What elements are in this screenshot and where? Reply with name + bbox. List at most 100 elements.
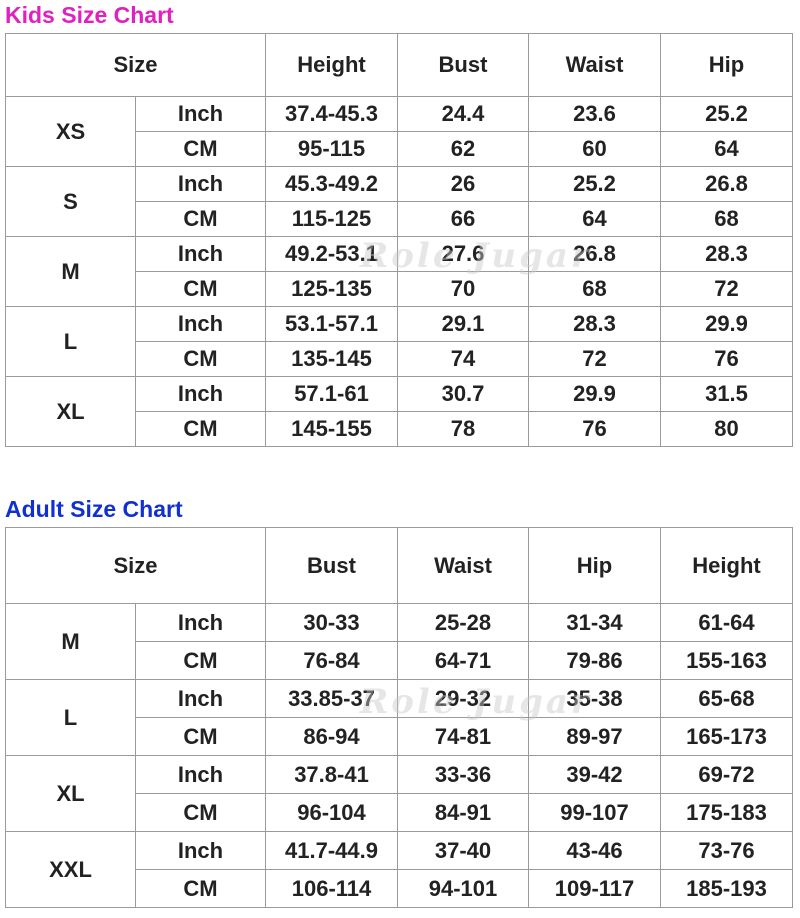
measurement-cell: 61-64 bbox=[660, 603, 793, 642]
column-header-waist: Waist bbox=[528, 33, 661, 97]
measurement-cell: 66 bbox=[397, 201, 529, 237]
measurement-cell: 25-28 bbox=[397, 603, 529, 642]
measurement-cell: 96-104 bbox=[265, 793, 398, 832]
measurement-cell: 25.2 bbox=[528, 166, 661, 202]
size-label: XL bbox=[5, 376, 136, 447]
size-label: L bbox=[5, 306, 136, 377]
measurement-cell: 29.9 bbox=[528, 376, 661, 412]
unit-label: CM bbox=[135, 271, 266, 307]
measurement-cell: 37-40 bbox=[397, 831, 529, 870]
measurement-cell: 26.8 bbox=[528, 236, 661, 272]
adult-size-chart-title: Adult Size Chart bbox=[5, 496, 183, 522]
column-header-size: Size bbox=[5, 527, 266, 604]
measurement-cell: 31.5 bbox=[660, 376, 793, 412]
header-row: Size Bust Waist Hip Height bbox=[5, 527, 793, 604]
header-row: Size Height Bust Waist Hip bbox=[5, 33, 793, 97]
unit-label: CM bbox=[135, 411, 266, 447]
measurement-cell: 28.3 bbox=[528, 306, 661, 342]
measurement-cell: 86-94 bbox=[265, 717, 398, 756]
measurement-cell: 135-145 bbox=[265, 341, 398, 377]
measurement-cell: 72 bbox=[528, 341, 661, 377]
measurement-cell: 76-84 bbox=[265, 641, 398, 680]
measurement-cell: 33-36 bbox=[397, 755, 529, 794]
measurement-cell: 74 bbox=[397, 341, 529, 377]
measurement-cell: 23.6 bbox=[528, 96, 661, 132]
size-label: XXL bbox=[5, 831, 136, 908]
measurement-cell: 62 bbox=[397, 131, 529, 167]
measurement-cell: 26.8 bbox=[660, 166, 793, 202]
measurement-cell: 29.9 bbox=[660, 306, 793, 342]
table-row: M Inch 30-33 25-28 31-34 61-64 bbox=[5, 603, 793, 680]
measurement-cell: 84-91 bbox=[397, 793, 529, 832]
column-header-waist: Waist bbox=[397, 527, 529, 604]
unit-label: Inch bbox=[135, 603, 266, 642]
measurement-cell: 72 bbox=[660, 271, 793, 307]
measurement-cell: 109-117 bbox=[528, 869, 661, 908]
unit-label: CM bbox=[135, 717, 266, 756]
column-header-bust: Bust bbox=[397, 33, 529, 97]
size-label: XS bbox=[5, 96, 136, 167]
column-header-bust: Bust bbox=[265, 527, 398, 604]
measurement-cell: 99-107 bbox=[528, 793, 661, 832]
unit-label: Inch bbox=[135, 831, 266, 870]
measurement-cell: 30.7 bbox=[397, 376, 529, 412]
measurement-cell: 80 bbox=[660, 411, 793, 447]
table-row: L Inch 33.85-37 29-32 35-38 65-68 bbox=[5, 679, 793, 756]
measurement-cell: 27.6 bbox=[397, 236, 529, 272]
measurement-cell: 125-135 bbox=[265, 271, 398, 307]
measurement-cell: 31-34 bbox=[528, 603, 661, 642]
measurement-cell: 37.4-45.3 bbox=[265, 96, 398, 132]
measurement-cell: 33.85-37 bbox=[265, 679, 398, 718]
measurement-cell: 37.8-41 bbox=[265, 755, 398, 794]
column-header-hip: Hip bbox=[528, 527, 661, 604]
unit-label: Inch bbox=[135, 236, 266, 272]
kids-size-table: Size Height Bust Waist Hip XS Inch 37.4-45.3 24.… bbox=[5, 33, 793, 447]
measurement-cell: 68 bbox=[528, 271, 661, 307]
measurement-cell: 53.1-57.1 bbox=[265, 306, 398, 342]
measurement-cell: 39-42 bbox=[528, 755, 661, 794]
measurement-cell: 24.4 bbox=[397, 96, 529, 132]
measurement-cell: 65-68 bbox=[660, 679, 793, 718]
measurement-cell: 29.1 bbox=[397, 306, 529, 342]
unit-label: CM bbox=[135, 201, 266, 237]
column-header-height: Height bbox=[265, 33, 398, 97]
measurement-cell: 30-33 bbox=[265, 603, 398, 642]
table-row: CM 106-114 94-101 109-117 185-193 bbox=[6, 869, 793, 908]
measurement-cell: 43-46 bbox=[528, 831, 661, 870]
table-row: CM 145-155 78 76 80 bbox=[6, 411, 793, 447]
size-label: S bbox=[5, 166, 136, 237]
measurement-cell: 73-76 bbox=[660, 831, 793, 870]
measurement-cell: 60 bbox=[528, 131, 661, 167]
size-label: M bbox=[5, 236, 136, 307]
unit-label: Inch bbox=[135, 755, 266, 794]
table-row: CM 96-104 84-91 99-107 175-183 bbox=[6, 793, 793, 832]
table-row: CM 135-145 74 72 76 bbox=[6, 341, 793, 377]
table-row: XL Inch 57.1-61 30.7 29.9 31.5 bbox=[5, 376, 793, 447]
table-row: CM 125-135 70 68 72 bbox=[6, 271, 793, 307]
measurement-cell: 28.3 bbox=[660, 236, 793, 272]
measurement-cell: 165-173 bbox=[660, 717, 793, 756]
unit-label: Inch bbox=[135, 96, 266, 132]
measurement-cell: 115-125 bbox=[265, 201, 398, 237]
measurement-cell: 76 bbox=[660, 341, 793, 377]
measurement-cell: 155-163 bbox=[660, 641, 793, 680]
unit-label: CM bbox=[135, 341, 266, 377]
measurement-cell: 76 bbox=[528, 411, 661, 447]
unit-label: Inch bbox=[135, 376, 266, 412]
measurement-cell: 35-38 bbox=[528, 679, 661, 718]
table-row: L Inch 53.1-57.1 29.1 28.3 29.9 bbox=[5, 306, 793, 377]
measurement-cell: 64 bbox=[660, 131, 793, 167]
measurement-cell: 64-71 bbox=[397, 641, 529, 680]
unit-label: CM bbox=[135, 641, 266, 680]
measurement-cell: 175-183 bbox=[660, 793, 793, 832]
table-row: XS Inch 37.4-45.3 24.4 23.6 25.2 bbox=[5, 96, 793, 167]
unit-label: Inch bbox=[135, 166, 266, 202]
measurement-cell: 68 bbox=[660, 201, 793, 237]
column-header-hip: Hip bbox=[660, 33, 793, 97]
adult-size-table: Size Bust Waist Hip Height M Inch 30-33 25-28 31-… bbox=[5, 527, 793, 908]
measurement-cell: 106-114 bbox=[265, 869, 398, 908]
unit-label: CM bbox=[135, 793, 266, 832]
kids-size-chart-title: Kids Size Chart bbox=[5, 2, 174, 28]
measurement-cell: 79-86 bbox=[528, 641, 661, 680]
size-label: L bbox=[5, 679, 136, 756]
